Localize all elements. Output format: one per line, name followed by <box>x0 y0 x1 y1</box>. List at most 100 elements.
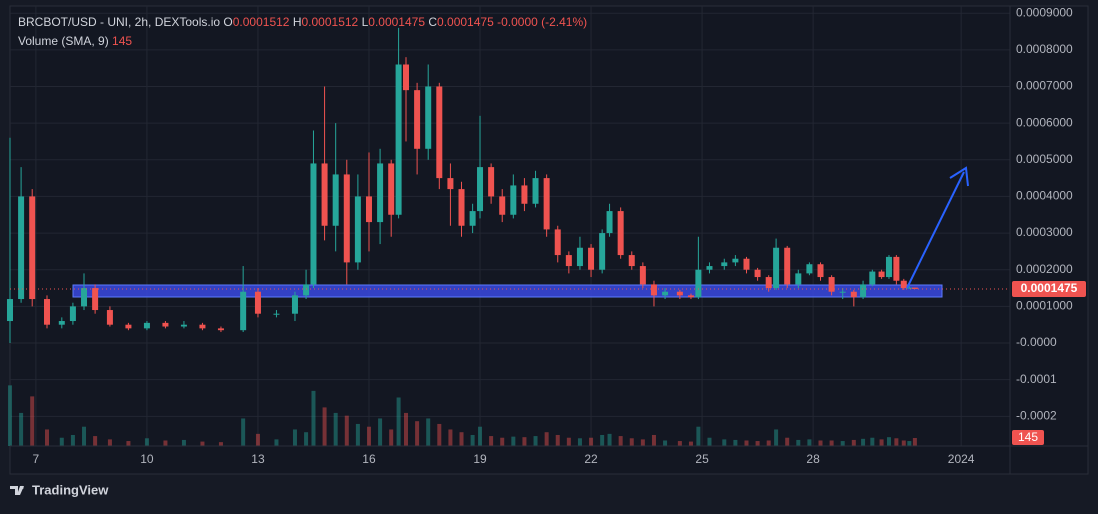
candle-body <box>893 256 900 281</box>
volume-bar <box>744 440 749 446</box>
candle-body <box>81 288 88 307</box>
candle-body <box>240 291 247 331</box>
volume-bar <box>618 436 623 446</box>
candle-body <box>469 211 476 226</box>
volume-bar <box>333 412 338 446</box>
volume-bar <box>459 432 464 446</box>
candle-body <box>477 167 484 212</box>
candle-body <box>754 269 761 278</box>
volume-bar <box>396 397 401 446</box>
candle-body <box>44 299 51 325</box>
volume-pane <box>7 385 917 446</box>
candle-body <box>885 256 892 278</box>
x-tick-label: 2024 <box>948 452 975 466</box>
candle-body <box>662 291 669 296</box>
volume-title: Volume (SMA, 9) <box>18 34 109 48</box>
candle-body <box>436 86 443 179</box>
volume-bar <box>807 439 812 446</box>
volume-bar <box>829 440 834 446</box>
candle-body <box>817 264 824 278</box>
volume-bar <box>292 429 297 446</box>
y-tick-label: 0.0008000 <box>1016 42 1073 56</box>
volume-bar <box>403 412 408 446</box>
y-tick-label: 0.0007000 <box>1016 79 1073 93</box>
arrow-head <box>949 166 969 187</box>
x-tick-label: 22 <box>584 452 598 466</box>
candle-body <box>291 295 298 314</box>
volume-bar <box>696 426 701 446</box>
volume-bar <box>389 429 394 446</box>
volume-bar <box>181 439 186 446</box>
volume-bar <box>722 439 727 446</box>
candle-body <box>365 196 372 223</box>
candle-body <box>354 196 361 263</box>
volume-bar <box>200 441 205 446</box>
x-tick-label: 13 <box>251 452 265 466</box>
volume-bar <box>640 439 645 446</box>
candles <box>6 27 918 344</box>
volume-bar <box>796 439 801 446</box>
candle-body <box>732 258 739 263</box>
volume-bar <box>785 437 790 446</box>
grid <box>10 6 1010 446</box>
x-tick-label: 25 <box>695 452 709 466</box>
volume-bar <box>241 418 246 446</box>
candle-body <box>414 90 421 149</box>
volume-bar <box>126 441 131 446</box>
volume-bar <box>500 437 505 446</box>
volume-bar <box>879 439 884 446</box>
candle-body <box>721 262 728 267</box>
candle-body <box>458 189 465 226</box>
volume-bar <box>651 434 656 446</box>
x-tick-label: 7 <box>33 452 40 466</box>
candle-body <box>650 284 657 296</box>
candle-body <box>628 255 635 267</box>
candle-body <box>510 185 517 215</box>
y-tick-label: -0.0001 <box>1016 372 1057 386</box>
candle-body <box>425 86 432 149</box>
volume-bar <box>437 423 442 446</box>
volume-bar <box>470 434 475 446</box>
candle-body <box>839 291 846 293</box>
volume-bar <box>894 438 899 446</box>
volume-bar <box>629 438 634 446</box>
volume-bar <box>677 441 682 446</box>
brand-name: TradingView <box>32 482 109 497</box>
volume-bar <box>522 437 527 446</box>
trend-arrow <box>906 166 969 289</box>
candle-body <box>402 64 409 91</box>
volume-tag-label: 145 <box>1018 430 1038 444</box>
volume-legend: Volume (SMA, 9) 145 <box>18 34 132 48</box>
support-zone <box>72 284 943 298</box>
candle-body <box>69 306 76 322</box>
candle-body <box>199 324 206 329</box>
volume-bar <box>607 433 612 446</box>
price-tag-label: 0.0001475 <box>1021 281 1078 295</box>
branding: TradingView <box>10 482 109 497</box>
candle-body <box>588 247 595 270</box>
volume-bar <box>355 423 360 446</box>
x-tick-label: 16 <box>362 452 376 466</box>
candle-body <box>395 64 402 215</box>
candle-body <box>447 178 454 190</box>
candle-body <box>860 284 867 298</box>
volume-bar <box>163 440 168 446</box>
volume-bar <box>378 418 383 446</box>
candle-body <box>676 291 683 296</box>
arrow-line <box>906 171 965 289</box>
candle-body <box>162 322 169 327</box>
axes: 0.0009000 0.0008000 0.0007000 0.0006000 0.00… <box>33 5 1073 466</box>
volume-bar <box>886 437 891 446</box>
candle-body <box>180 324 187 327</box>
volume-bar <box>818 440 823 446</box>
y-tick-label: 0.0001000 <box>1016 299 1073 313</box>
volume-bar <box>544 432 549 446</box>
volume-bar <box>688 441 693 446</box>
o-value: 0.0001512 <box>233 15 290 29</box>
candle-body <box>488 167 495 197</box>
volume-bar <box>311 390 316 446</box>
candle-body <box>878 271 885 278</box>
candle-body <box>565 255 572 267</box>
